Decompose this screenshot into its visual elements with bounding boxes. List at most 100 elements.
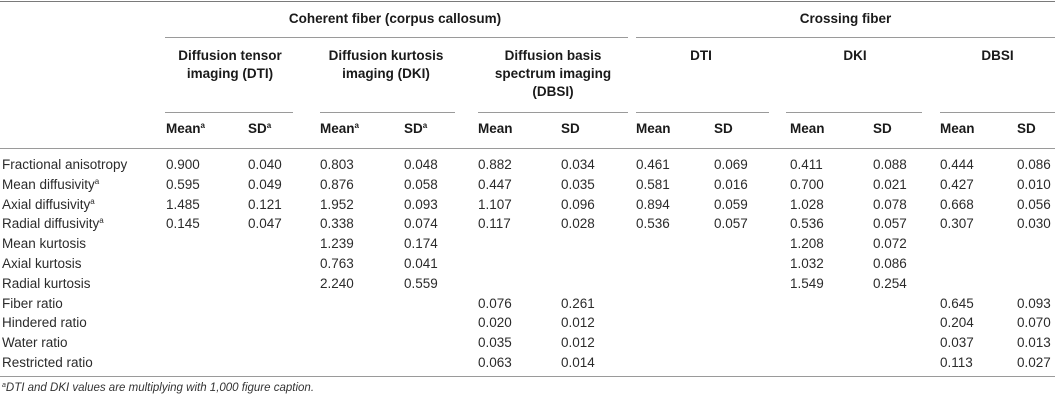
footnote-text: DTI and DKI values are multiplying with … (5, 382, 315, 394)
subheader-sd-dki-crossing: SD (873, 121, 892, 136)
row-label: Axial diffusivitya (2, 197, 95, 212)
method-rule-dbsi-coherent (478, 112, 628, 113)
table-cell-mean-dbsi-coherent: 0.035 (478, 335, 512, 351)
method-rule-dki-coherent (320, 112, 455, 113)
footnote: aDTI and DKI values are multiplying with… (2, 382, 314, 394)
subheader-sd-dbsi-coherent: SD (561, 121, 580, 136)
table-cell-mean-dbsi-coherent: 0.020 (478, 315, 512, 331)
table-cell-sd-dti-coherent: 0.049 (248, 176, 282, 192)
subheader-text: SD (404, 121, 423, 136)
method-header-dki-crossing: DKI (843, 48, 867, 63)
table-cell-sd-dbsi-crossing: 0.013 (1017, 335, 1051, 351)
table-cell-mean-dbsi-coherent: 0.076 (478, 295, 512, 311)
method-header-dbsi-crossing: DBSI (981, 48, 1014, 63)
subheader-text: SD (248, 121, 267, 136)
row-label-text: Restricted ratio (2, 355, 93, 370)
method-header-dti-coherent: Diffusion tensor imaging (DTI) (178, 48, 282, 81)
method-rule-dbsi-crossing (940, 112, 1055, 113)
table-cell-mean-dki-crossing: 0.700 (790, 176, 824, 192)
subheader-mean-dki-crossing: Mean (790, 121, 825, 136)
table-cell-mean-dbsi-crossing: 0.113 (940, 355, 973, 370)
table-cell-sd-dki-coherent: 0.093 (404, 196, 438, 212)
table-cell-sd-dki-crossing: 0.057 (873, 216, 907, 232)
table-cell-sd-dti-crossing: 0.057 (714, 216, 748, 232)
subheader-text: Mean (166, 121, 201, 136)
row-label: Radial kurtosis (2, 276, 91, 291)
subheader-text: SD (873, 121, 892, 136)
table-cell-sd-dbsi-coherent: 0.014 (561, 355, 595, 370)
method-header-dbsi-coherent: Diffusion basis spectrum imaging (DBSI) (494, 48, 612, 99)
footnote-marker: a (266, 121, 272, 130)
table-cell-sd-dbsi-crossing: 0.010 (1017, 176, 1051, 192)
footnote-marker: a (354, 121, 359, 130)
table-cell-sd-dbsi-coherent: 0.096 (561, 196, 595, 212)
table-cell-mean-dbsi-crossing: 0.668 (940, 196, 974, 212)
table-cell-sd-dti-crossing: 0.059 (714, 196, 748, 212)
table-cell-sd-dki-crossing: 0.021 (873, 176, 907, 192)
subheader-sd-dti-coherent: SDa (248, 121, 271, 136)
subheader-text: SD (561, 121, 580, 136)
table-cell-sd-dbsi-coherent: 0.012 (561, 335, 595, 351)
subheader-text: Mean (940, 121, 975, 136)
table-cell-sd-dbsi-crossing: 0.070 (1017, 315, 1051, 331)
table-cell-sd-dki-crossing: 0.254 (873, 275, 907, 291)
table-cell-mean-dbsi-crossing: 0.037 (940, 335, 974, 351)
row-label-text: Axial diffusivity (2, 196, 91, 212)
table-cell-mean-dki-crossing: 0.536 (790, 216, 824, 232)
table-cell-sd-dbsi-crossing: 0.027 (1017, 355, 1051, 370)
group-header-coherent: Coherent fiber (corpus callosum) (288, 11, 502, 26)
footnote-marker: a (94, 176, 100, 186)
subheader-text: Mean (320, 121, 355, 136)
table-cell-mean-dki-coherent: 0.876 (320, 176, 354, 192)
header-bottom-rule (0, 148, 1055, 149)
table-cell-sd-dbsi-coherent: 0.035 (561, 176, 595, 192)
subheader-mean-dti-coherent: Meana (166, 121, 205, 136)
subheader-mean-dbsi-crossing: Mean (940, 121, 975, 136)
row-label-text: Mean kurtosis (2, 236, 87, 252)
subheader-text: SD (714, 121, 733, 136)
table-cell-mean-dti-crossing: 0.581 (636, 176, 670, 192)
table-cell-mean-dki-crossing: 1.028 (790, 196, 824, 212)
table-cell-sd-dti-crossing: 0.016 (714, 176, 748, 192)
table-cell-sd-dbsi-crossing: 0.093 (1017, 295, 1051, 311)
table-cell-mean-dti-crossing: 0.461 (636, 157, 670, 172)
table-cell-mean-dki-coherent: 0.803 (320, 157, 354, 172)
table-cell-sd-dbsi-crossing: 0.056 (1017, 196, 1051, 212)
table-cell-sd-dki-crossing: 0.078 (873, 196, 907, 212)
table-cell-mean-dbsi-crossing: 0.645 (940, 295, 974, 311)
footnote-marker: a (422, 121, 428, 130)
subheader-mean-dki-coherent: Meana (320, 121, 359, 136)
table-cell-mean-dki-coherent: 0.338 (320, 216, 354, 232)
method-header-dti-crossing: DTI (690, 48, 712, 63)
method-rule-dki-crossing (786, 112, 922, 113)
row-label-text: Axial kurtosis (2, 256, 82, 271)
row-label: Radial diffusivitya (2, 216, 104, 231)
table-bottom-rule (0, 376, 1055, 377)
table-cell-sd-dbsi-crossing: 0.030 (1017, 216, 1051, 232)
table-cell-mean-dki-crossing: 1.032 (790, 256, 824, 271)
subheader-sd-dti-crossing: SD (714, 121, 733, 136)
table-cell-mean-dbsi-crossing: 0.307 (940, 216, 974, 232)
table-cell-sd-dbsi-coherent: 0.028 (561, 216, 595, 232)
row-label: Restricted ratio (2, 355, 93, 370)
table-cell-sd-dti-coherent: 0.047 (248, 216, 282, 232)
footnote-marker: a (2, 382, 6, 389)
subheader-text: Mean (636, 121, 671, 136)
row-label: Mean diffusivitya (2, 177, 99, 192)
row-label: Water ratio (2, 335, 68, 350)
table-cell-sd-dki-crossing: 0.072 (873, 236, 907, 252)
table-cell-mean-dki-crossing: 1.549 (790, 275, 824, 291)
row-label-text: Fiber ratio (2, 295, 63, 311)
group-rule-crossing (636, 37, 1055, 38)
row-label-text: Radial diffusivity (2, 216, 100, 232)
subheader-mean-dbsi-coherent: Mean (478, 121, 513, 136)
row-label-text: Mean diffusivity (2, 176, 95, 192)
method-rule-dti-crossing (636, 112, 769, 113)
table-cell-mean-dki-coherent: 1.239 (320, 236, 354, 252)
footnote-marker: a (200, 121, 205, 130)
row-label: Fractional anisotropy (2, 157, 127, 172)
table-cell-mean-dki-crossing: 1.208 (790, 236, 824, 252)
row-label-text: Hindered ratio (2, 315, 87, 331)
top-rule (0, 1, 1055, 2)
